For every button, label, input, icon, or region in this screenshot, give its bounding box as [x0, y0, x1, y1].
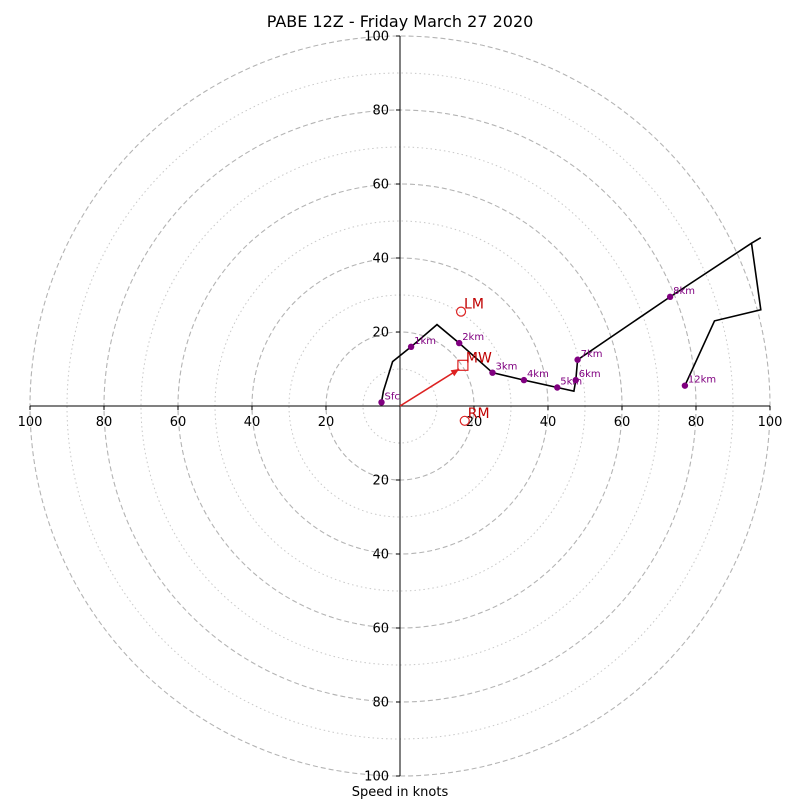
x-tick-label: 60 — [170, 415, 187, 430]
height-marker-dot — [574, 356, 581, 363]
y-tick-label: 60 — [372, 622, 389, 637]
height-marker-label: 2km — [462, 332, 484, 343]
x-tick-label: 60 — [614, 415, 631, 430]
motion-circle-marker — [455, 306, 467, 317]
x-tick-label: 20 — [466, 415, 483, 430]
y-tick-label: 40 — [372, 252, 389, 267]
x-axis-label: Speed in knots — [352, 785, 449, 800]
height-marker-label: 1km — [414, 336, 436, 347]
motion-label: MW — [466, 350, 492, 366]
height-marker-dot — [407, 343, 415, 350]
motion-square-marker — [457, 359, 469, 371]
y-tick-label: 100 — [364, 30, 389, 45]
height-marker-label: 3km — [496, 362, 518, 373]
height-marker-dot — [489, 369, 496, 376]
tick-labels: 100 80 60 40 20 20 40 60 80 100 100 80 60 40 20 20 40 60 8… — [18, 30, 783, 785]
y-tick-label: 40 — [372, 548, 389, 563]
y-tick-label: 80 — [372, 696, 389, 711]
height-marker-label: 7km — [581, 349, 603, 360]
height-marker-label: 4km — [527, 369, 549, 380]
x-tick-label: 100 — [18, 415, 43, 430]
height-marker-label: 8km — [673, 286, 695, 297]
y-tick-label: 20 — [372, 326, 389, 341]
height-marker-dot — [554, 384, 561, 391]
motion-label: RM — [468, 406, 490, 422]
motion-circle-marker — [459, 415, 470, 426]
height-marker-label: Sfc — [385, 391, 400, 402]
x-tick-label: 40 — [540, 415, 557, 430]
height-marker-dot — [681, 382, 689, 389]
x-tick-label: 100 — [758, 415, 783, 430]
mean-wind-arrowhead — [450, 369, 460, 377]
y-tick-label: 20 — [372, 474, 389, 489]
x-tick-label: 80 — [96, 415, 113, 430]
height-marker-dot — [456, 339, 463, 347]
x-tick-label: 20 — [318, 415, 335, 430]
height-marker-label: 5km — [560, 377, 582, 388]
storm-motion-markers: LM MW RM — [399, 297, 492, 426]
x-tick-label: 80 — [688, 415, 705, 430]
height-marker-dot — [378, 399, 385, 406]
height-marker-label: 6km — [579, 369, 601, 380]
height-marker-dot — [572, 376, 579, 384]
y-tick-label: 100 — [364, 770, 389, 785]
y-tick-label: 60 — [372, 178, 389, 193]
height-marker-dot — [666, 293, 674, 301]
mean-wind-vector — [399, 368, 460, 407]
x-tick-label: 40 — [244, 415, 261, 430]
motion-label: LM — [464, 297, 484, 313]
chart-title: PABE 12Z - Friday March 27 2020 — [267, 12, 534, 31]
height-marker-label: 12km — [688, 375, 716, 386]
height-marker-dot — [520, 376, 528, 384]
y-tick-label: 80 — [372, 104, 389, 119]
